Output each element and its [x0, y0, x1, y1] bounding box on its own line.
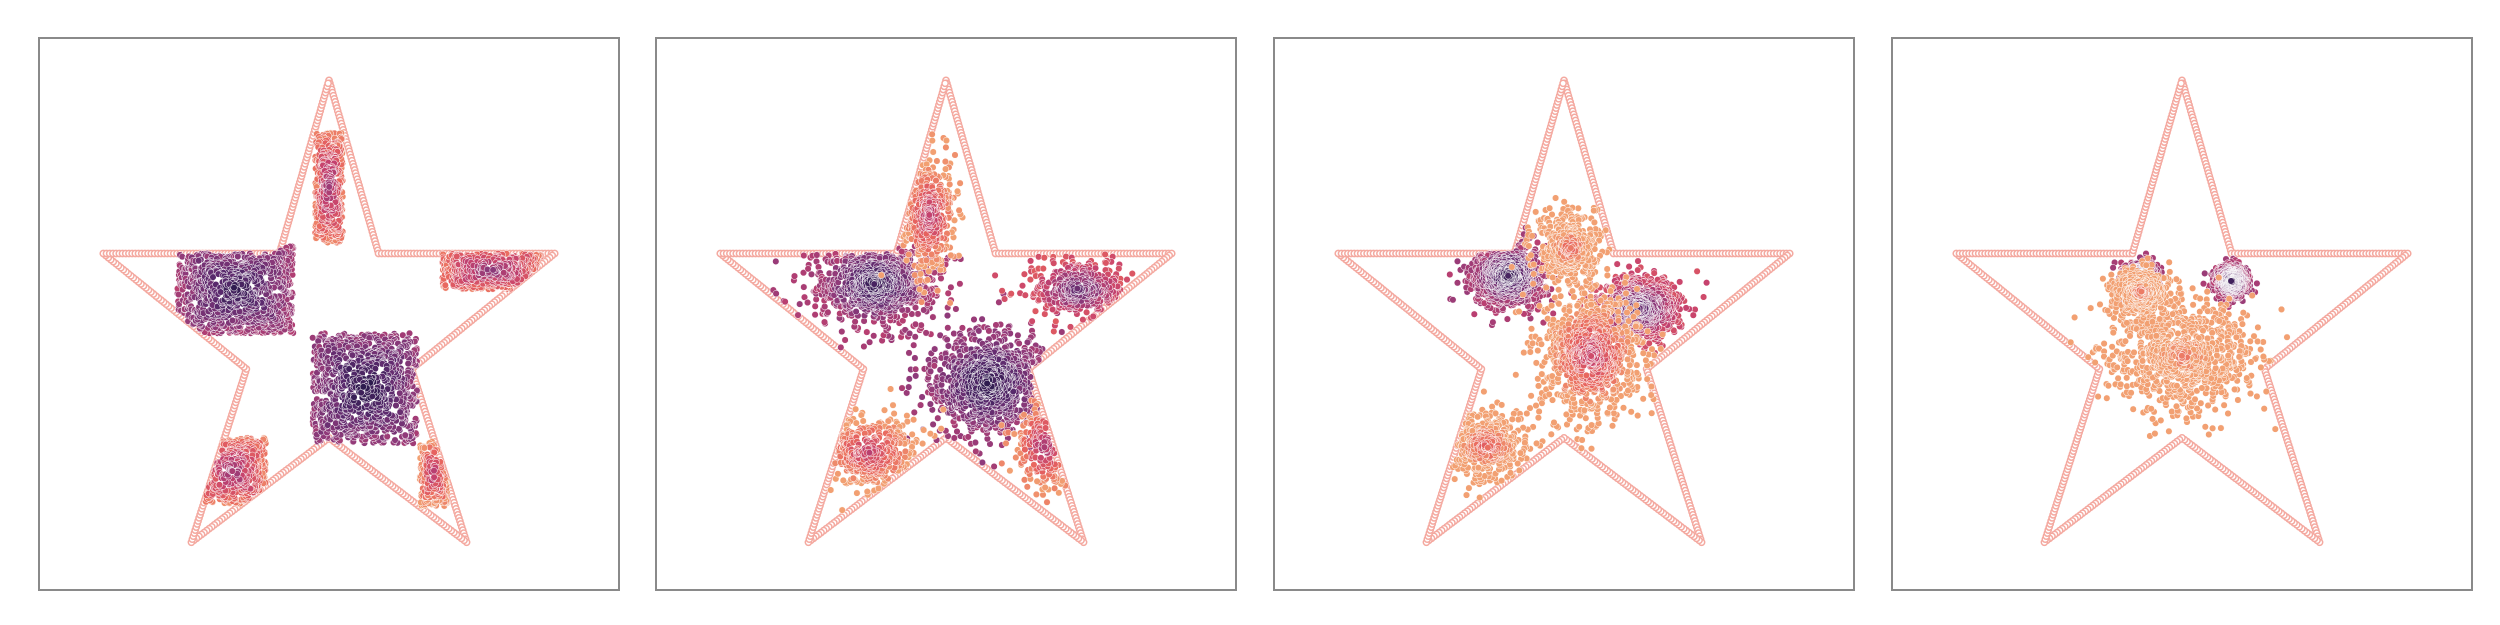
data-point — [345, 365, 353, 373]
data-point — [851, 318, 859, 326]
data-point — [772, 290, 780, 298]
data-point — [870, 332, 878, 340]
data-point — [908, 310, 916, 318]
data-point — [228, 316, 237, 324]
boundary-marker — [324, 79, 332, 88]
data-point — [441, 281, 449, 289]
data-point — [841, 336, 849, 344]
data-point — [800, 283, 808, 291]
data-point — [911, 304, 920, 312]
data-point — [392, 401, 400, 410]
data-point — [820, 318, 829, 326]
data-point — [359, 383, 367, 391]
data-point — [944, 289, 952, 297]
data-point — [350, 393, 358, 401]
data-point — [324, 347, 332, 355]
point-cluster-1 — [174, 242, 297, 337]
data-point — [215, 481, 223, 489]
data-point — [920, 306, 928, 314]
data-point — [914, 310, 922, 318]
data-point — [799, 269, 808, 277]
data-point — [489, 266, 497, 274]
data-point — [811, 311, 819, 319]
data-point — [228, 467, 236, 475]
data-point — [811, 302, 819, 310]
data-point — [860, 342, 868, 351]
data-point — [804, 265, 812, 273]
data-point — [430, 467, 438, 475]
data-point — [813, 251, 821, 259]
data-point — [348, 351, 356, 359]
data-point — [420, 444, 428, 452]
point-cluster-4 — [438, 250, 545, 293]
data-point — [772, 257, 780, 265]
data-point — [230, 284, 238, 292]
data-point — [453, 252, 461, 260]
data-point — [796, 300, 804, 308]
data-point — [863, 328, 871, 336]
point-cluster-3 — [311, 129, 347, 247]
data-point — [781, 298, 789, 306]
data-point — [821, 303, 829, 311]
data-point — [195, 257, 203, 265]
data-point — [898, 248, 906, 256]
data-point — [937, 274, 945, 282]
data-point — [852, 308, 860, 316]
data-point — [837, 343, 845, 351]
data-point — [800, 293, 809, 301]
data-point — [952, 305, 960, 313]
star-boundary — [716, 76, 1176, 547]
data-point — [838, 328, 846, 336]
data-point — [800, 251, 808, 260]
scatter-panel-1 — [38, 37, 620, 591]
point-cluster-6 — [416, 438, 451, 510]
point-cluster-2 — [309, 329, 421, 447]
point-cluster-5 — [202, 434, 270, 508]
data-point — [922, 329, 930, 337]
data-point — [396, 389, 404, 397]
data-point — [866, 338, 874, 346]
point-cluster-1 — [769, 231, 965, 351]
data-point — [794, 311, 802, 319]
data-point — [430, 473, 438, 481]
data-point — [956, 280, 964, 288]
data-point — [947, 283, 955, 291]
scatter-panel-2 — [655, 37, 1237, 591]
data-point — [209, 273, 217, 281]
data-point — [824, 308, 832, 316]
data-point — [357, 389, 365, 397]
scatter-plot-1 — [99, 76, 559, 547]
data-point — [391, 436, 399, 444]
data-point — [790, 272, 799, 280]
data-point — [396, 408, 404, 416]
scatter-plot-2 — [716, 76, 1176, 547]
data-point — [911, 333, 919, 341]
data-point — [325, 183, 333, 191]
data-point — [234, 252, 242, 261]
data-point — [807, 270, 816, 278]
data-point — [500, 269, 508, 277]
boundary-marker — [941, 79, 949, 88]
data-point — [404, 360, 412, 368]
data-point — [804, 298, 812, 307]
data-point — [401, 431, 409, 439]
